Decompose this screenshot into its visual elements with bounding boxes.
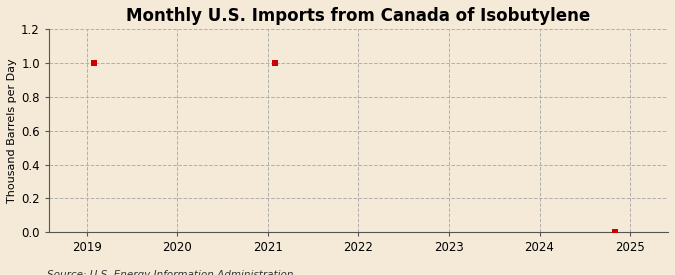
Title: Monthly U.S. Imports from Canada of Isobutylene: Monthly U.S. Imports from Canada of Isob… — [126, 7, 591, 25]
Point — [270, 61, 281, 65]
Point — [610, 230, 620, 235]
Y-axis label: Thousand Barrels per Day: Thousand Barrels per Day — [7, 59, 17, 203]
Text: Source: U.S. Energy Information Administration: Source: U.S. Energy Information Administ… — [47, 270, 294, 275]
Point — [89, 61, 100, 65]
